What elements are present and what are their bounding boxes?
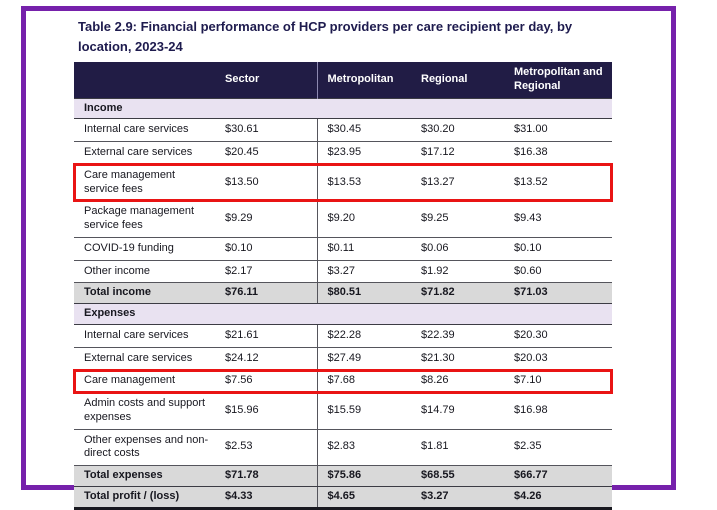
row-value: $30.61	[215, 118, 317, 142]
row-value: $2.17	[215, 260, 317, 284]
row-value: $8.26	[411, 369, 504, 393]
row-label: External care services	[74, 141, 215, 165]
row-value: $30.45	[316, 118, 411, 142]
row-value: $0.10	[504, 237, 612, 261]
row-value: $13.52	[504, 164, 612, 202]
section-label: Expenses	[74, 303, 612, 325]
row-value: $2.53	[215, 429, 317, 466]
row-value: $21.30	[411, 347, 504, 371]
header-row: Sector Metropolitan Regional Metropolita…	[74, 62, 612, 98]
row-label: Package management service fees	[74, 200, 215, 238]
row-value: $9.25	[411, 200, 504, 238]
total-value: $71.82	[411, 282, 504, 304]
total-row-income: Total income $76.11 $80.51 $71.82 $71.03	[74, 282, 612, 304]
row-value: $0.11	[316, 237, 411, 261]
highlighted-table-row: Care management $7.56 $7.68 $8.26 $7.10	[73, 368, 613, 394]
row-value: $16.98	[504, 392, 612, 430]
row-value: $7.68	[316, 369, 411, 393]
row-value: $15.96	[215, 392, 317, 430]
row-value: $27.49	[316, 347, 411, 371]
grand-total-value: $3.27	[411, 486, 504, 510]
grand-total-value: $4.26	[504, 486, 612, 510]
table-row: COVID-19 funding $0.10 $0.11 $0.06 $0.10	[74, 237, 612, 261]
total-value: $71.03	[504, 282, 612, 304]
financial-table: Sector Metropolitan Regional Metropolita…	[73, 62, 613, 510]
report-frame: Table 2.9: Financial performance of HCP …	[21, 6, 676, 510]
header-cell-metropolitan-and-regional: Metropolitan and Regional	[504, 62, 612, 98]
row-label: Admin costs and support expenses	[74, 392, 215, 430]
row-value: $30.20	[411, 118, 504, 142]
header-cell-blank	[74, 62, 215, 98]
table-row: Other income $2.17 $3.27 $1.92 $0.60	[74, 260, 612, 284]
table-title: Table 2.9: Financial performance of HCP …	[78, 19, 573, 55]
highlighted-table-row: Care management service fees $13.50 $13.53…	[73, 163, 613, 202]
row-value: $7.56	[215, 369, 317, 393]
row-value: $31.00	[504, 118, 612, 142]
header-cell-sector: Sector	[215, 62, 317, 98]
row-value: $9.20	[316, 200, 411, 238]
row-value: $21.61	[215, 324, 317, 348]
row-value: $23.95	[316, 141, 411, 165]
row-label: External care services	[74, 347, 215, 371]
row-label: Care management	[74, 369, 215, 393]
row-value: $24.12	[215, 347, 317, 371]
grand-total-row: Total profit / (loss) $4.33 $4.65 $3.27 $4.2…	[74, 486, 612, 510]
table-row: Internal care services $21.61 $22.28 $22.39…	[74, 324, 612, 348]
table-row: Package management service fees $9.29 $9.2…	[74, 200, 612, 238]
header-cell-regional: Regional	[411, 62, 504, 98]
row-value: $20.03	[504, 347, 612, 371]
row-value: $17.12	[411, 141, 504, 165]
grand-total-value: $4.65	[316, 486, 411, 510]
row-value: $0.06	[411, 237, 504, 261]
total-value: $68.55	[411, 465, 504, 487]
row-value: $22.28	[316, 324, 411, 348]
row-value: $1.81	[411, 429, 504, 466]
row-value: $7.10	[504, 369, 612, 393]
row-value: $9.29	[215, 200, 317, 238]
table-row: External care services $20.45 $23.95 $17.12…	[74, 141, 612, 165]
row-value: $20.45	[215, 141, 317, 165]
table-row: Internal care services $30.61 $30.45 $30.20…	[74, 118, 612, 142]
total-value: $71.78	[215, 465, 317, 487]
total-row-expenses: Total expenses $71.78 $75.86 $68.55 $66.77	[74, 465, 612, 487]
total-value: $80.51	[316, 282, 411, 304]
row-value: $13.50	[215, 164, 317, 202]
row-value: $2.35	[504, 429, 612, 466]
row-value: $16.38	[504, 141, 612, 165]
grand-total-value: $4.33	[215, 486, 317, 510]
section-row-expenses: Expenses	[74, 303, 612, 325]
row-value: $2.83	[316, 429, 411, 466]
financial-table-container: Sector Metropolitan Regional Metropolita…	[73, 62, 613, 510]
header-cell-metropolitan: Metropolitan	[316, 62, 411, 98]
total-label: Total expenses	[74, 465, 215, 487]
row-label: Internal care services	[74, 118, 215, 142]
row-value: $22.39	[411, 324, 504, 348]
row-value: $15.59	[316, 392, 411, 430]
row-value: $0.10	[215, 237, 317, 261]
row-value: $1.92	[411, 260, 504, 284]
row-value: $20.30	[504, 324, 612, 348]
total-value: $66.77	[504, 465, 612, 487]
total-value: $76.11	[215, 282, 317, 304]
row-label: Other income	[74, 260, 215, 284]
table-row: External care services $24.12 $27.49 $21.30…	[74, 347, 612, 371]
total-label: Total income	[74, 282, 215, 304]
row-label: COVID-19 funding	[74, 237, 215, 261]
grand-total-label: Total profit / (loss)	[74, 486, 215, 510]
row-label: Internal care services	[74, 324, 215, 348]
row-value: $0.60	[504, 260, 612, 284]
table-row: Other expenses and non-direct costs $2.53…	[74, 429, 612, 466]
row-value: $13.53	[316, 164, 411, 202]
row-label: Care management service fees	[74, 164, 215, 202]
table-row: Admin costs and support expenses $15.96 $1…	[74, 392, 612, 430]
row-label: Other expenses and non-direct costs	[74, 429, 215, 466]
row-value: $14.79	[411, 392, 504, 430]
section-row-income: Income	[74, 97, 612, 120]
row-value: $13.27	[411, 164, 504, 202]
row-value: $9.43	[504, 200, 612, 238]
total-value: $75.86	[316, 465, 411, 487]
section-label: Income	[74, 97, 612, 120]
row-value: $3.27	[316, 260, 411, 284]
